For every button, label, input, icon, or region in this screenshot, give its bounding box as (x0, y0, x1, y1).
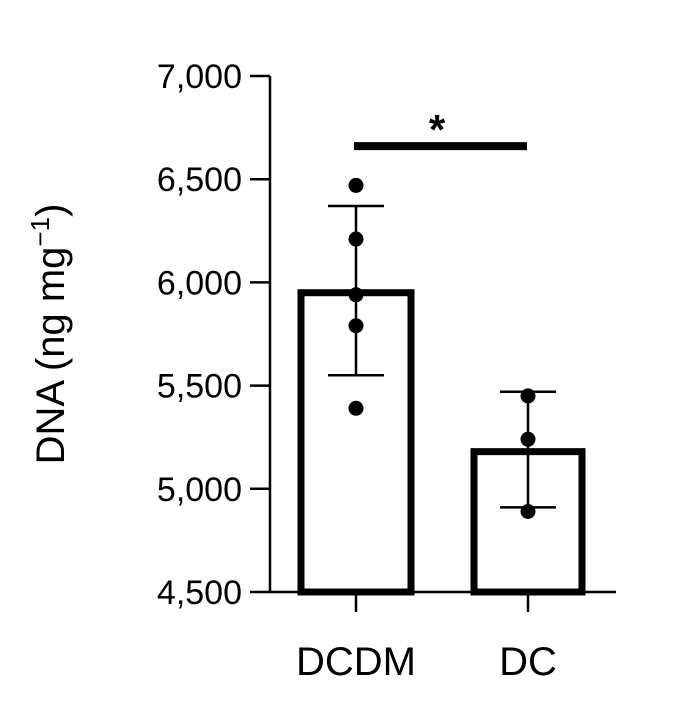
x-axis-ticks: DCDM DC (296, 592, 557, 684)
data-point (520, 431, 536, 447)
y-tick-label: 5,500 (157, 368, 242, 406)
significance-group: * (354, 106, 527, 153)
y-tick-label: 5,000 (157, 471, 242, 509)
data-points-group (348, 177, 536, 520)
significance-marker: * (429, 106, 446, 153)
data-point (348, 318, 364, 334)
x-tick-label: DC (499, 640, 557, 684)
y-axis-title-superscript: −1 (25, 217, 55, 247)
bars-group (297, 289, 586, 596)
x-tick-label: DCDM (296, 640, 416, 684)
y-axis-title-close: ) (29, 204, 73, 217)
data-point (348, 400, 364, 416)
data-point (348, 231, 364, 247)
y-axis-title: DNA (ng mg−1) (25, 204, 73, 465)
y-axis-ticks: 4,500 5,000 5,500 6,000 6,500 7,000 (157, 58, 270, 612)
y-tick-label: 6,000 (157, 264, 242, 302)
data-point (348, 177, 364, 193)
y-tick-label: 7,000 (157, 58, 242, 96)
data-point (348, 287, 364, 303)
y-tick-label: 6,500 (157, 161, 242, 199)
data-point (520, 504, 536, 520)
y-tick-label: 4,500 (157, 574, 242, 612)
data-point (520, 388, 536, 404)
y-axis-title-main: DNA (ng mg (29, 247, 73, 465)
